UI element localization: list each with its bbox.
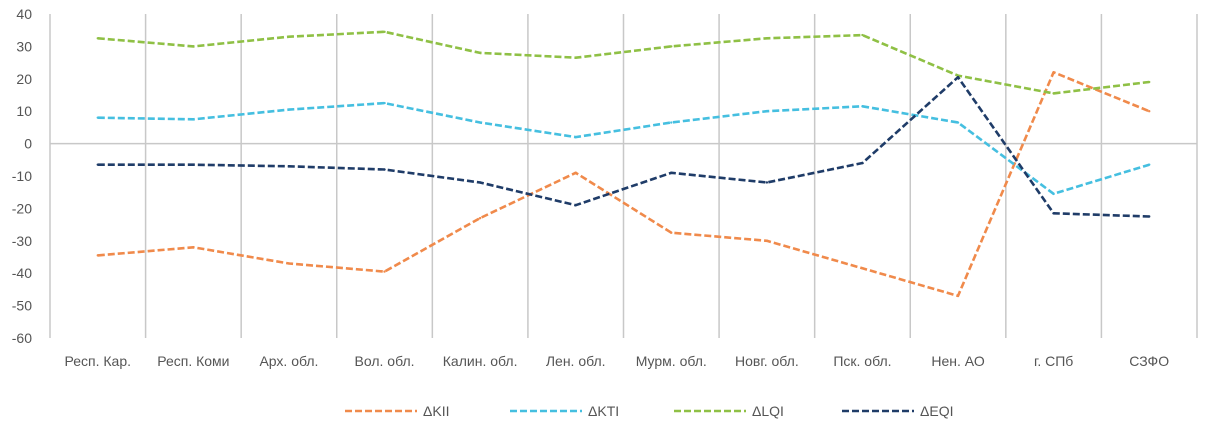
- data-point: [1148, 80, 1151, 84]
- data-point: [287, 262, 291, 265]
- legend: ΔKII ΔKTI ΔLQI ΔEQI: [345, 403, 953, 419]
- y-tick-label: -30: [12, 233, 32, 249]
- data-point: [574, 171, 577, 174]
- y-tick-label: 20: [16, 71, 32, 87]
- data-point: [1148, 110, 1151, 113]
- data-point: [765, 37, 769, 40]
- data-point: [478, 51, 482, 55]
- data-point: [956, 121, 960, 124]
- data-point: [478, 181, 482, 184]
- data-point: [192, 163, 195, 166]
- data-point: [765, 239, 769, 242]
- y-tick-label: 40: [16, 6, 32, 22]
- legend-label: ΔEQI: [920, 403, 953, 419]
- data-point: [956, 75, 960, 79]
- data-point: [1148, 163, 1151, 166]
- data-point: [383, 101, 386, 105]
- data-point: [861, 105, 864, 108]
- data-point: [287, 165, 291, 168]
- data-point: [1052, 71, 1055, 74]
- x-tick-label: Арх. обл.: [259, 353, 318, 369]
- y-tick-label: -40: [12, 265, 32, 281]
- data-point: [478, 216, 482, 220]
- data-point: [287, 108, 291, 111]
- y-tick-label: -50: [12, 298, 32, 314]
- x-tick-label: Респ. Коми: [157, 353, 229, 369]
- data-point: [574, 56, 577, 59]
- data-point: [1052, 212, 1055, 215]
- grid-lines: [49, 14, 1198, 338]
- data-point: [861, 267, 864, 270]
- data-point: [765, 181, 769, 184]
- data-point: [861, 33, 864, 37]
- data-point: [1052, 92, 1055, 95]
- data-point: [383, 168, 386, 171]
- data-point: [96, 254, 99, 257]
- data-point: [670, 45, 673, 48]
- x-tick-label: Новг. обл.: [735, 353, 799, 369]
- x-tick-label: Мурм. обл.: [636, 353, 707, 369]
- y-tick-label: 30: [16, 38, 32, 54]
- data-point: [96, 116, 99, 119]
- data-point: [670, 171, 673, 174]
- y-tick-label: -10: [12, 168, 32, 184]
- data-point: [383, 270, 386, 273]
- y-axis: 40 30 20 10 0 -10 -20 -30 -40 -50 -60: [12, 6, 32, 346]
- x-axis: Респ. Кар. Респ. Коми Арх. обл. Вол. обл. Ка…: [65, 353, 1170, 369]
- data-point: [574, 135, 577, 139]
- data-point: [861, 161, 864, 165]
- series-line: [97, 30, 1150, 95]
- data-point: [96, 163, 99, 166]
- series-line: [97, 71, 1150, 298]
- y-tick-label: 10: [16, 103, 32, 119]
- data-point: [670, 121, 673, 124]
- x-tick-label: Респ. Кар.: [65, 353, 132, 369]
- data-point: [287, 35, 291, 38]
- data-point: [192, 118, 195, 121]
- x-tick-label: г. СПб: [1034, 353, 1073, 369]
- y-tick-label: -60: [12, 330, 32, 346]
- x-tick-label: Лен. обл.: [546, 353, 606, 369]
- data-point: [192, 246, 195, 249]
- series-line: [97, 75, 1150, 218]
- data-point: [574, 203, 577, 207]
- data-point: [670, 231, 673, 234]
- series-lines: [96, 30, 1151, 298]
- x-tick-label: Калин. обл.: [443, 353, 518, 369]
- legend-label: ΔKTI: [588, 403, 619, 419]
- data-point: [1148, 215, 1151, 218]
- legend-label: ΔLQI: [752, 403, 784, 419]
- y-tick-label: 0: [24, 136, 32, 152]
- data-point: [192, 45, 195, 48]
- x-tick-label: Вол. обл.: [355, 353, 415, 369]
- data-point: [96, 37, 99, 40]
- data-point: [478, 121, 482, 124]
- data-point: [1052, 192, 1055, 196]
- x-tick-label: Пск. обл.: [833, 353, 891, 369]
- series-line: [97, 101, 1150, 196]
- data-point: [765, 110, 769, 113]
- data-point: [383, 30, 386, 34]
- x-tick-label: Нен. АО: [931, 353, 984, 369]
- data-point: [956, 294, 960, 298]
- y-tick-label: -20: [12, 200, 32, 216]
- legend-label: ΔKII: [423, 403, 449, 419]
- x-tick-label: СЗФО: [1129, 353, 1169, 369]
